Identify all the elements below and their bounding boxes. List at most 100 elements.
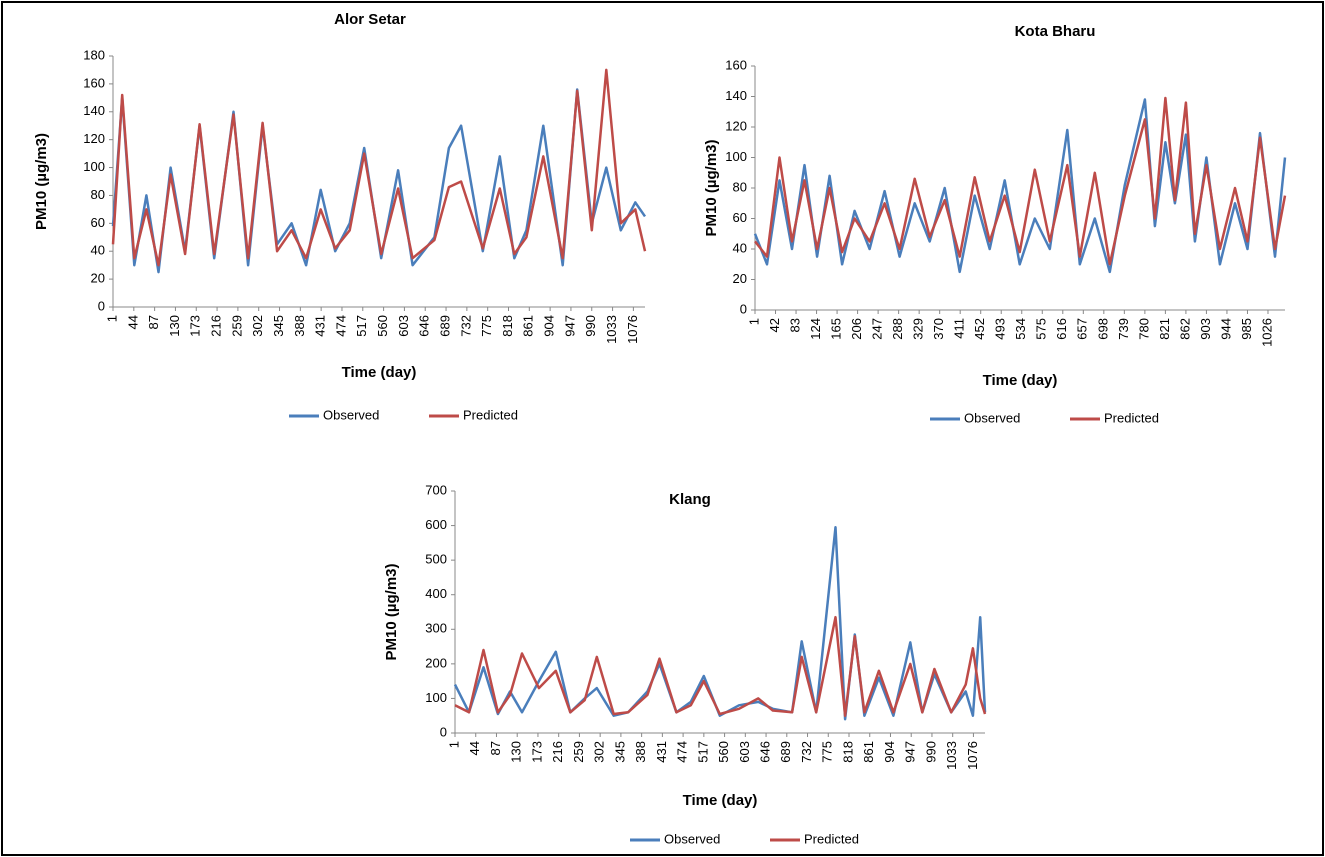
x-tick-label: 1: [446, 741, 461, 748]
x-tick-label: 689: [437, 315, 452, 337]
x-axis-title: Time (day): [683, 792, 758, 809]
x-tick-label: 206: [849, 318, 864, 340]
x-tick-label: 775: [479, 315, 494, 337]
y-tick-label: 160: [725, 57, 747, 72]
x-tick-label: 388: [633, 741, 648, 763]
x-tick-label: 370: [931, 318, 946, 340]
x-tick-label: 534: [1013, 318, 1028, 340]
y-tick-label: 160: [83, 75, 105, 90]
x-tick-label: 821: [1157, 318, 1172, 340]
x-tick-label: 1: [104, 315, 119, 322]
x-tick-label: 732: [799, 741, 814, 763]
legend-label: Observed: [323, 407, 379, 422]
y-tick-label: 0: [440, 724, 447, 739]
x-tick-label: 42: [767, 318, 782, 332]
y-tick-label: 400: [425, 586, 447, 601]
x-tick-label: 603: [737, 741, 752, 763]
y-tick-label: 80: [733, 179, 747, 194]
x-tick-label: 124: [808, 318, 823, 340]
x-tick-label: 247: [870, 318, 885, 340]
x-axis-title: Time (day): [342, 364, 417, 381]
y-tick-label: 180: [83, 47, 105, 62]
x-tick-label: 345: [271, 315, 286, 337]
x-tick-label: 904: [882, 741, 897, 763]
legend-label: Observed: [964, 410, 1020, 425]
x-tick-label: 739: [1116, 318, 1131, 340]
y-tick-label: 60: [91, 215, 105, 230]
y-tick-label: 100: [425, 690, 447, 705]
y-tick-label: 60: [733, 210, 747, 225]
x-tick-label: 862: [1177, 318, 1192, 340]
x-tick-label: 517: [354, 315, 369, 337]
y-tick-label: 140: [83, 103, 105, 118]
x-tick-label: 1076: [625, 315, 640, 344]
x-tick-label: 990: [583, 315, 598, 337]
y-tick-label: 20: [91, 271, 105, 286]
y-tick-label: 0: [98, 298, 105, 313]
y-tick-label: 0: [740, 301, 747, 316]
legend-label: Predicted: [463, 407, 518, 422]
x-tick-label: 302: [592, 741, 607, 763]
x-tick-label: 216: [550, 741, 565, 763]
legend-label: Observed: [664, 831, 720, 846]
y-axis-title: PM10 (µg/m3): [383, 564, 400, 661]
legend-label: Predicted: [1104, 410, 1159, 425]
x-tick-label: 288: [890, 318, 905, 340]
x-tick-label: 431: [654, 741, 669, 763]
x-tick-label: 411: [952, 318, 967, 339]
y-tick-label: 120: [725, 118, 747, 133]
data-line: [111, 68, 647, 267]
x-tick-label: 493: [993, 318, 1008, 340]
x-tick-label: 87: [488, 741, 503, 755]
x-tick-label: 646: [757, 741, 772, 763]
x-tick-label: 1033: [604, 315, 619, 344]
y-tick-label: 300: [425, 621, 447, 636]
y-tick-label: 80: [91, 187, 105, 202]
chart-title: Kota Bharu: [1015, 23, 1096, 40]
y-tick-label: 100: [83, 159, 105, 174]
data-line: [453, 526, 987, 721]
x-tick-label: 603: [396, 315, 411, 337]
x-tick-label: 87: [146, 315, 161, 329]
x-tick-label: 985: [1239, 318, 1254, 340]
y-tick-label: 500: [425, 552, 447, 567]
x-tick-label: 44: [467, 741, 482, 755]
x-tick-label: 474: [675, 741, 690, 763]
x-tick-label: 560: [375, 315, 390, 337]
x-tick-label: 130: [167, 315, 182, 337]
y-axis-title: PM10 (µg/m3): [33, 133, 50, 230]
y-tick-label: 40: [91, 243, 105, 258]
x-tick-label: 1: [746, 318, 761, 325]
x-tick-label: 732: [458, 315, 473, 337]
x-tick-label: 944: [1218, 318, 1233, 340]
x-tick-label: 329: [911, 318, 926, 340]
y-tick-label: 40: [733, 240, 747, 255]
legend-label: Predicted: [804, 831, 859, 846]
x-tick-label: 575: [1034, 318, 1049, 340]
x-tick-label: 861: [861, 741, 876, 763]
x-tick-label: 452: [972, 318, 987, 340]
x-tick-label: 259: [229, 315, 244, 337]
x-tick-label: 302: [250, 315, 265, 337]
x-tick-label: 345: [612, 741, 627, 763]
chart-title: Alor Setar: [334, 11, 406, 28]
y-tick-label: 20: [733, 271, 747, 286]
x-tick-label: 947: [562, 315, 577, 337]
y-tick-label: 700: [425, 482, 447, 497]
x-axis-title: Time (day): [983, 372, 1058, 389]
x-tick-label: 216: [209, 315, 224, 337]
x-tick-label: 780: [1136, 318, 1151, 340]
x-tick-label: 616: [1054, 318, 1069, 340]
data-line: [754, 96, 1287, 266]
x-tick-label: 130: [509, 741, 524, 763]
x-tick-label: 517: [695, 741, 710, 763]
y-tick-label: 200: [425, 655, 447, 670]
x-tick-label: 775: [820, 741, 835, 763]
y-tick-label: 100: [725, 149, 747, 164]
x-tick-label: 474: [333, 315, 348, 337]
x-tick-label: 947: [903, 741, 918, 763]
x-tick-label: 173: [188, 315, 203, 337]
